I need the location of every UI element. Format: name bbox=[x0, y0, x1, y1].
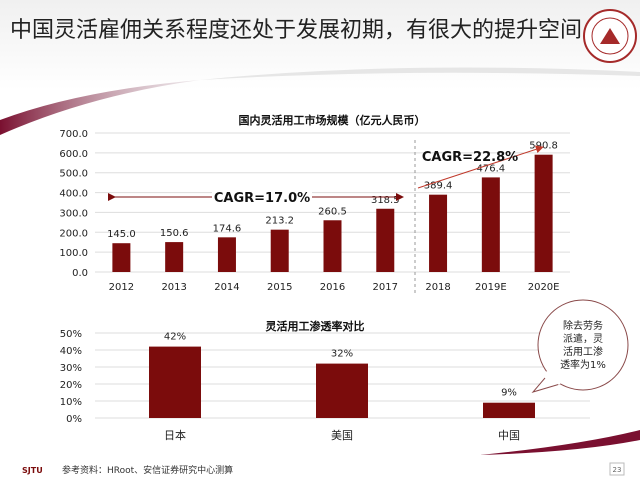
bar-2014 bbox=[217, 237, 236, 272]
bar-2013 bbox=[165, 242, 184, 272]
x-tick-label: 2015 bbox=[267, 282, 292, 293]
bar-2012 bbox=[112, 243, 131, 272]
cagr2-label: CAGR=22.8% bbox=[422, 150, 518, 165]
y-tick-label: 600.0 bbox=[59, 149, 88, 160]
data-label: 42% bbox=[164, 332, 186, 343]
callout-text-line: 透率为1% bbox=[560, 358, 606, 371]
source-note: 参考资料：HRoot、安信证券研究中心测算 bbox=[62, 464, 233, 476]
x-tick-label: 中国 bbox=[498, 429, 520, 442]
bar-2018 bbox=[429, 194, 448, 272]
cagr2-arrow bbox=[417, 145, 544, 189]
y-tick-label: 50% bbox=[60, 329, 82, 340]
bar-2017 bbox=[376, 208, 395, 272]
data-label: 174.6 bbox=[213, 223, 242, 234]
cagr1-label: CAGR=17.0% bbox=[214, 191, 310, 206]
y-tick-label: 0% bbox=[66, 414, 82, 425]
data-label: 318.5 bbox=[371, 195, 400, 206]
x-tick-label: 2020E bbox=[528, 282, 560, 293]
chart2-title: 灵活用工渗透率对比 bbox=[266, 319, 365, 333]
y-tick-label: 30% bbox=[60, 363, 82, 374]
bar-中国 bbox=[483, 402, 535, 418]
x-tick-label: 2018 bbox=[425, 282, 450, 293]
bar-日本 bbox=[149, 346, 201, 418]
data-label: 389.4 bbox=[424, 181, 453, 192]
decorative-swoosh-top bbox=[0, 80, 200, 135]
x-tick-label: 2014 bbox=[214, 282, 239, 293]
data-label: 476.4 bbox=[477, 163, 506, 174]
bar-2019E bbox=[481, 177, 500, 272]
x-tick-label: 2013 bbox=[161, 282, 186, 293]
x-tick-label: 2017 bbox=[373, 282, 398, 293]
cagr1-label-bg bbox=[212, 188, 312, 206]
data-label: 32% bbox=[331, 349, 353, 360]
callout-text-line: 派遣，灵 bbox=[563, 332, 603, 345]
y-tick-label: 500.0 bbox=[59, 169, 88, 180]
y-tick-label: 300.0 bbox=[59, 208, 88, 219]
callout-bubble bbox=[531, 299, 629, 393]
bar-2015 bbox=[270, 229, 289, 272]
university-seal-icon bbox=[583, 9, 637, 63]
y-tick-label: 400.0 bbox=[59, 189, 88, 200]
decorative-swoosh-bottom bbox=[480, 430, 640, 455]
y-tick-label: 200.0 bbox=[59, 228, 88, 239]
x-tick-label: 2019E bbox=[475, 282, 507, 293]
bar-美国 bbox=[316, 363, 368, 418]
y-tick-label: 20% bbox=[60, 380, 82, 391]
data-label: 9% bbox=[501, 388, 517, 399]
x-tick-label: 2012 bbox=[109, 282, 134, 293]
data-label: 145.0 bbox=[107, 229, 136, 240]
y-tick-label: 10% bbox=[60, 397, 82, 408]
bar-2020E bbox=[534, 154, 553, 272]
x-tick-label: 日本 bbox=[164, 428, 186, 442]
page-number: 23 bbox=[613, 466, 622, 474]
y-tick-label: 0.0 bbox=[72, 268, 88, 279]
data-label: 150.6 bbox=[160, 228, 189, 239]
decorative-swoosh-top-light bbox=[200, 67, 640, 80]
data-label: 213.2 bbox=[265, 216, 294, 227]
data-label: 260.5 bbox=[318, 206, 347, 217]
callout-text-line: 除去劳务 bbox=[563, 319, 603, 332]
bar-2016 bbox=[323, 220, 342, 272]
x-tick-label: 美国 bbox=[331, 429, 353, 442]
page-number-box bbox=[609, 462, 625, 476]
y-tick-label: 700.0 bbox=[59, 129, 88, 140]
sjtu-logo-text: SJTU bbox=[22, 466, 43, 475]
slide-title: 中国灵活雇佣关系程度还处于发展初期，有很大的提升空间 bbox=[10, 18, 582, 43]
callout-text-line: 活用工渗 bbox=[563, 345, 603, 358]
chart1-title: 国内灵活用工市场规模（亿元人民币） bbox=[239, 113, 426, 127]
x-tick-label: 2016 bbox=[320, 282, 345, 293]
y-tick-label: 100.0 bbox=[59, 248, 88, 259]
y-tick-label: 40% bbox=[60, 346, 82, 357]
